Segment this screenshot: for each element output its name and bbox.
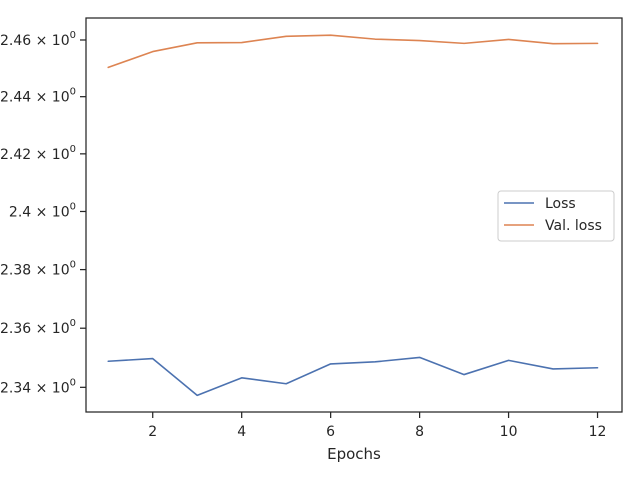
legend: Loss Val. loss <box>497 190 615 242</box>
x-tick-label: 6 <box>326 424 335 440</box>
series-layer <box>107 34 599 397</box>
y-tick-label: 2.42 × 100 <box>0 144 76 163</box>
series-line-1 <box>107 34 599 69</box>
y-tick-label: 2.38 × 100 <box>0 260 76 279</box>
x-tick-label: 2 <box>148 424 157 440</box>
y-tick-label: 2.46 × 100 <box>0 30 76 49</box>
x-tick-label: 8 <box>415 424 424 440</box>
x-tick-label: 12 <box>589 424 607 440</box>
x-tick-label: 4 <box>237 424 246 440</box>
y-tick-label: 2.4 × 100 <box>9 201 76 220</box>
y-tick-label: 2.34 × 100 <box>0 377 76 396</box>
y-tick-label: 2.36 × 100 <box>0 318 76 337</box>
legend-label-0: Loss <box>545 196 576 212</box>
legend-label-1: Val. loss <box>545 218 602 234</box>
series-line-0 <box>107 356 599 397</box>
x-axis-label: Epochs <box>327 445 381 463</box>
x-tick-label: 10 <box>500 424 518 440</box>
plot-frame <box>85 17 623 413</box>
y-tick-label: 2.44 × 100 <box>0 87 76 106</box>
ticks-layer: 2 4 6 8 10 12 2.34 × 100 2.36 × 100 2.38 × 100 2.… <box>0 30 606 440</box>
